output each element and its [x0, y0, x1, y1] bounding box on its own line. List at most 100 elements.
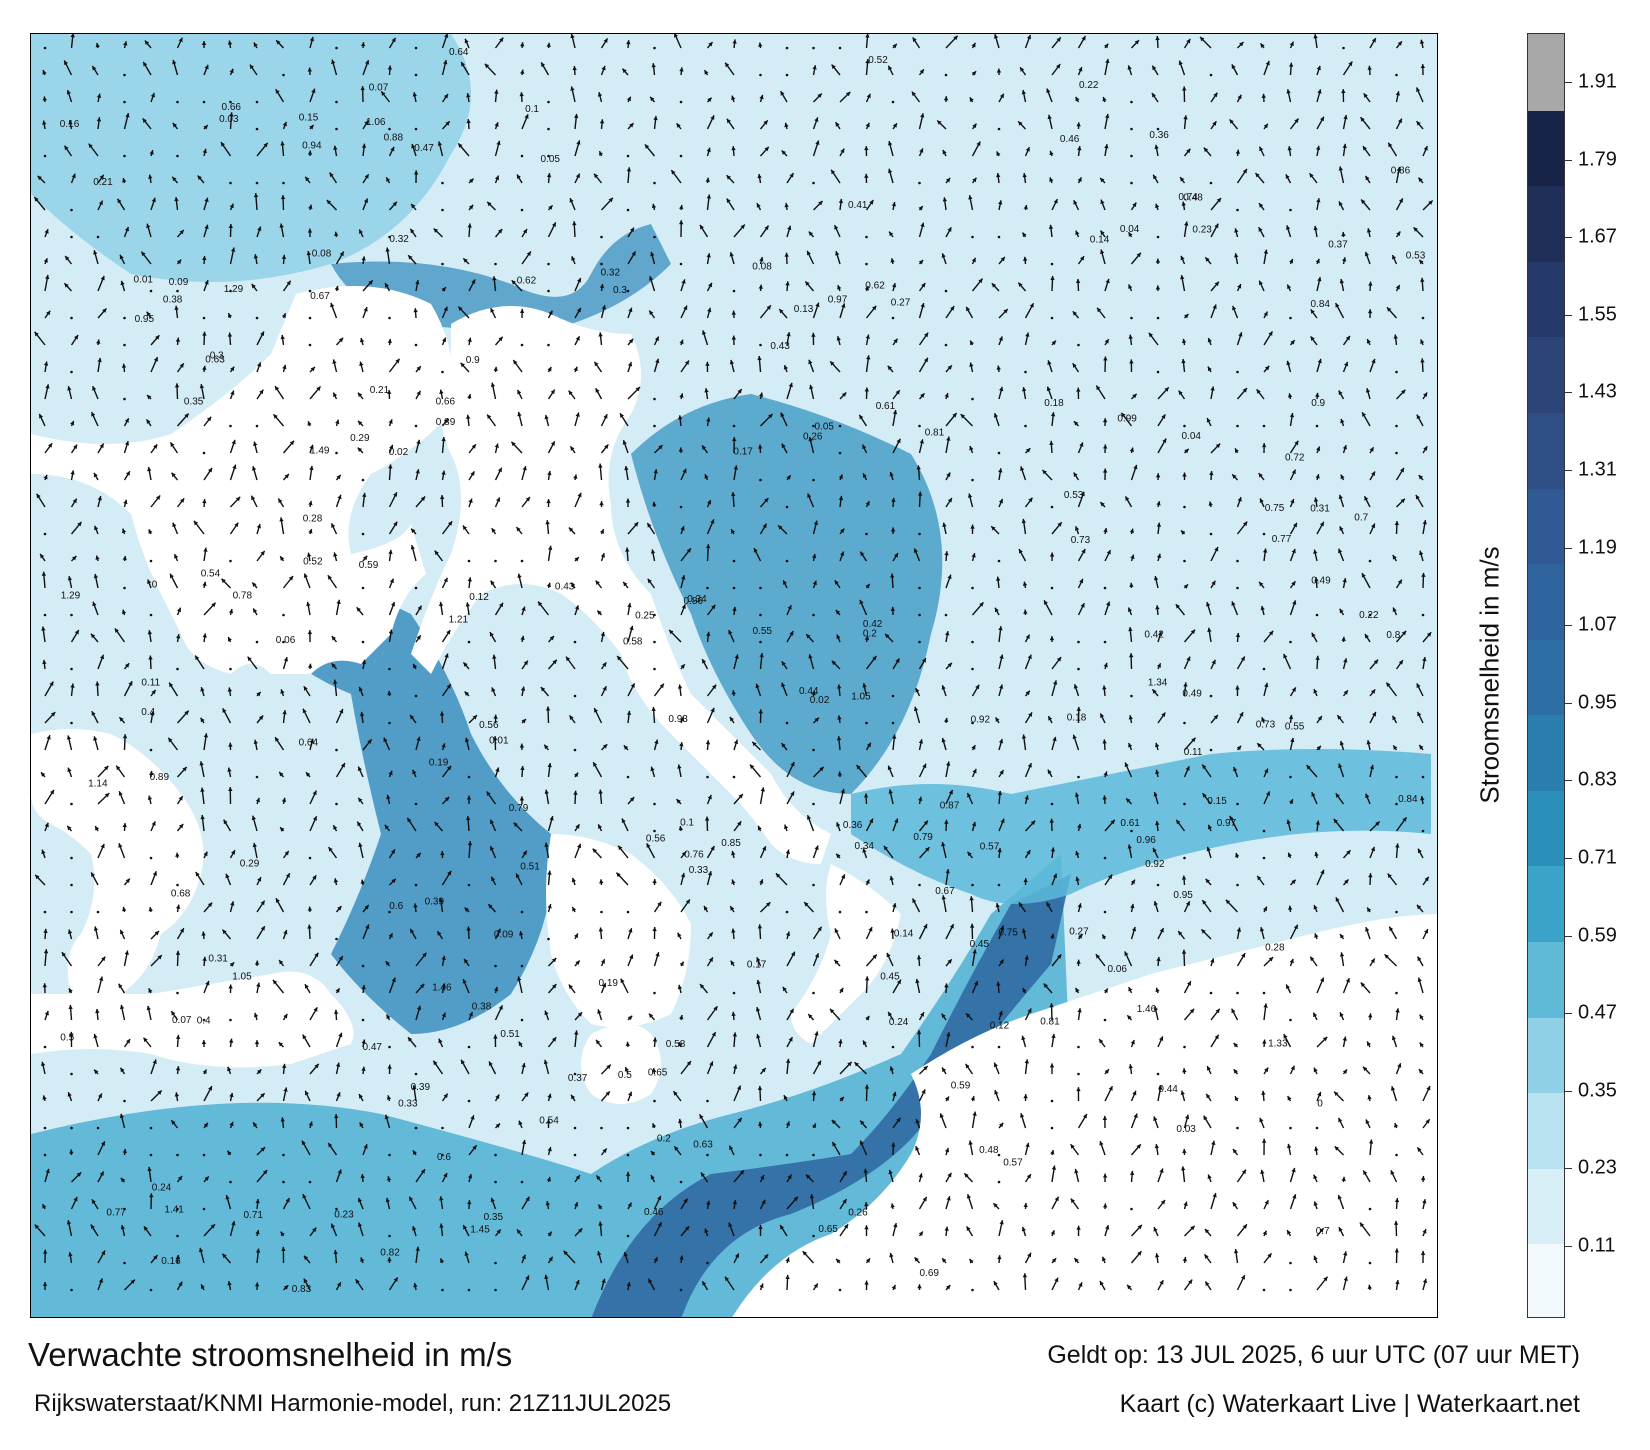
current-arrowhead — [467, 841, 473, 846]
current-arrowhead — [626, 40, 631, 45]
current-arrowhead — [445, 121, 450, 126]
current-arrowhead — [1283, 653, 1288, 659]
current-arrowhead — [630, 683, 635, 688]
current-arrowhead — [837, 285, 842, 290]
landmass-west-island — [31, 729, 204, 1004]
speed-value-label: 0.58 — [666, 1039, 686, 1050]
current-arrowhead — [600, 631, 606, 637]
speed-value-label: 0.09 — [494, 929, 514, 940]
current-arrowhead — [544, 1010, 549, 1016]
current-arrowhead — [1127, 844, 1132, 849]
current-arrowhead — [890, 573, 895, 578]
current-arrowhead — [416, 852, 421, 858]
current-arrowhead — [566, 656, 571, 662]
current-arrowhead — [677, 764, 682, 769]
current-arrowhead — [307, 67, 313, 72]
current-arrowhead — [93, 573, 99, 579]
current-arrowhead — [363, 307, 368, 312]
current-arrowhead — [648, 1013, 654, 1019]
sea-north — [631, 394, 943, 794]
current-arrowhead — [836, 853, 841, 859]
current-arrowhead — [1202, 764, 1207, 770]
current-arrowhead — [490, 819, 495, 825]
speed-value-label: 0.38 — [163, 295, 183, 306]
current-arrowhead — [1102, 739, 1107, 744]
current-arrowhead — [93, 926, 99, 931]
current-arrowhead — [229, 203, 234, 209]
current-arrowhead — [1129, 528, 1134, 534]
current-arrowhead — [42, 1204, 47, 1209]
current-arrowhead — [729, 716, 734, 722]
current-arrowhead — [363, 1144, 368, 1149]
sea-color-layer — [31, 34, 1431, 1317]
current-arrowhead — [620, 978, 625, 984]
current-arrowhead — [412, 1085, 417, 1090]
current-arrowhead — [1108, 874, 1113, 880]
current-arrowhead — [649, 310, 654, 316]
current-arrowhead — [222, 1253, 227, 1259]
current-arrowhead — [1181, 338, 1187, 344]
current-arrowhead — [1417, 977, 1422, 982]
current-arrowhead — [253, 193, 259, 198]
current-arrowhead — [184, 413, 189, 418]
current-dot — [759, 478, 762, 482]
current-arrowhead — [731, 95, 736, 101]
current-arrowhead — [1236, 927, 1242, 932]
current-arrowhead — [1398, 118, 1402, 124]
speed-value-label: 1.41 — [164, 1204, 184, 1215]
current-arrowhead — [228, 223, 233, 229]
current-arrowhead — [547, 1093, 552, 1099]
speed-value-label: 0.65 — [818, 1224, 838, 1235]
current-arrowhead — [633, 522, 639, 527]
current-arrowhead — [492, 276, 497, 281]
current-arrowhead — [281, 1246, 286, 1251]
current-arrowhead — [494, 122, 499, 127]
current-arrowhead — [1264, 1200, 1269, 1205]
current-arrowhead — [760, 1175, 765, 1180]
speed-value-label: 0.44 — [799, 686, 819, 697]
current-arrowhead — [361, 256, 366, 261]
current-arrowhead — [1101, 1256, 1107, 1262]
current-arrowhead — [1073, 421, 1079, 426]
current-arrowhead — [1285, 225, 1291, 230]
current-arrowhead — [834, 225, 839, 230]
current-arrowhead — [465, 815, 471, 821]
speed-value-label: 0.61 — [876, 401, 896, 412]
current-arrowhead — [681, 851, 687, 857]
current-arrowhead — [1243, 521, 1248, 527]
current-arrowhead — [725, 62, 730, 68]
current-dot — [547, 343, 550, 347]
current-arrowhead — [889, 1066, 894, 1071]
current-arrowhead — [1000, 925, 1005, 931]
current-arrowhead — [1257, 743, 1262, 748]
speed-value-label: 0.53 — [1406, 250, 1426, 261]
current-arrowhead — [679, 339, 684, 345]
current-arrowhead — [570, 34, 575, 39]
current-arrowhead — [918, 1231, 923, 1237]
current-arrowhead — [151, 689, 156, 695]
current-arrowhead — [312, 816, 317, 821]
current-arrowhead — [1242, 388, 1247, 393]
current-arrowhead — [678, 447, 684, 452]
current-arrowhead — [731, 529, 736, 534]
current-arrowhead — [1100, 713, 1105, 718]
current-arrowhead — [316, 386, 321, 391]
current-arrowhead — [438, 1038, 443, 1044]
current-arrowhead — [1393, 334, 1398, 339]
current-arrowhead — [1236, 745, 1242, 751]
speed-value-label: 1.46 — [1137, 1004, 1157, 1015]
current-arrowhead — [563, 1250, 568, 1256]
current-arrowhead — [995, 576, 1001, 581]
current-arrowhead — [544, 414, 549, 420]
current-arrowhead — [356, 607, 361, 612]
current-arrowhead — [228, 608, 234, 614]
current-arrowhead — [360, 1174, 365, 1179]
current-arrowhead — [1047, 769, 1052, 775]
current-arrowhead — [998, 468, 1003, 473]
current-arrowhead — [758, 1121, 763, 1126]
current-arrowhead — [522, 466, 527, 471]
current-arrowhead — [865, 34, 870, 38]
current-arrowhead — [227, 767, 232, 772]
current-arrowhead — [1026, 1174, 1031, 1179]
current-arrowhead — [631, 251, 636, 256]
